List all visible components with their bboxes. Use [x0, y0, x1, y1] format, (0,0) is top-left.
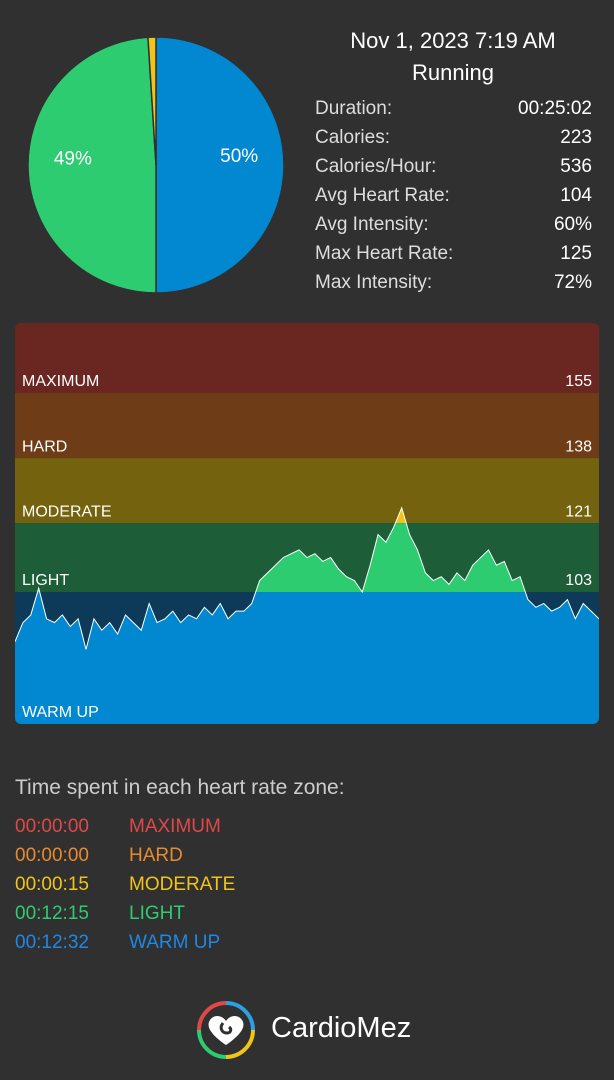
- zone-time: 00:12:15: [15, 903, 89, 924]
- stat-label: Calories:: [315, 127, 390, 148]
- activity: Running: [412, 60, 494, 85]
- zone-threshold: 121: [565, 503, 592, 520]
- stat-row: Calories: 223: [315, 127, 592, 149]
- stat-value: 125: [560, 243, 592, 264]
- pie-slice: [27, 36, 157, 294]
- zone-label: WARM UP: [22, 704, 99, 721]
- stat-value: 72%: [553, 272, 592, 293]
- stat-row: Duration: 00:25:02: [315, 98, 592, 120]
- zone-band: [15, 458, 599, 524]
- zones-title: Time spent in each heart rate zone:: [15, 776, 345, 799]
- hr-area: [15, 591, 599, 724]
- stat-row: Max Intensity: 72%: [315, 272, 592, 294]
- zone-time: 00:00:00: [15, 816, 89, 837]
- zone-name: HARD: [129, 845, 183, 866]
- stat-row: Avg Heart Rate: 104: [315, 185, 592, 207]
- pie-label: 49%: [54, 149, 92, 170]
- zone-time: 00:12:32: [15, 932, 89, 953]
- zone-name: LIGHT: [129, 903, 185, 924]
- stat-label: Duration:: [315, 98, 393, 119]
- zone-label: HARD: [22, 438, 67, 455]
- stat-label: Max Heart Rate:: [315, 243, 454, 264]
- stat-row: Avg Intensity: 60%: [315, 214, 592, 236]
- stat-label: Avg Intensity:: [315, 214, 429, 235]
- date: Nov 1, 2023 7:19 AM: [350, 28, 556, 53]
- stat-row: Max Heart Rate: 125: [315, 243, 592, 265]
- hr-area: [15, 508, 599, 724]
- zone-time: 00:00:00: [15, 845, 89, 866]
- stat-row: Calories/Hour: 536: [315, 156, 592, 178]
- zone-band: [15, 323, 599, 394]
- brand: CardioMez: [271, 1012, 412, 1044]
- zone-name: WARM UP: [129, 932, 221, 953]
- chart-body: [15, 323, 599, 724]
- stat-value: 536: [560, 156, 592, 177]
- zone-threshold: 138: [565, 438, 592, 455]
- hr-area: [15, 507, 599, 524]
- stat-label: Avg Heart Rate:: [315, 185, 450, 206]
- logo: [197, 1001, 255, 1059]
- zone-band: [15, 393, 599, 459]
- zone-band: [15, 591, 599, 724]
- zone-label: MAXIMUM: [22, 373, 99, 390]
- stat-value: 223: [560, 127, 592, 148]
- hr-line: [15, 506, 599, 650]
- zone-label: MODERATE: [22, 503, 111, 520]
- hr-area: [15, 508, 599, 724]
- zone-threshold: 155: [565, 373, 592, 390]
- zone-name: MAXIMUM: [129, 816, 221, 837]
- pie-slice: [147, 36, 157, 166]
- zone-band: [15, 523, 599, 592]
- stat-value: 104: [560, 185, 592, 206]
- hr-area: [15, 523, 599, 592]
- zone-label: LIGHT: [22, 572, 69, 589]
- zone-threshold: 103: [565, 572, 592, 589]
- stat-value: 60%: [553, 214, 592, 235]
- pie-label: 50%: [220, 146, 258, 167]
- pie-slice: [155, 36, 285, 294]
- pie-chart: 50% 49%: [27, 36, 285, 294]
- zone-time: 00:00:15: [15, 874, 89, 895]
- zone-name: MODERATE: [129, 874, 236, 895]
- stat-label: Calories/Hour:: [315, 156, 437, 177]
- stat-label: Max Intensity:: [315, 272, 433, 293]
- stat-value: 00:25:02: [518, 98, 592, 119]
